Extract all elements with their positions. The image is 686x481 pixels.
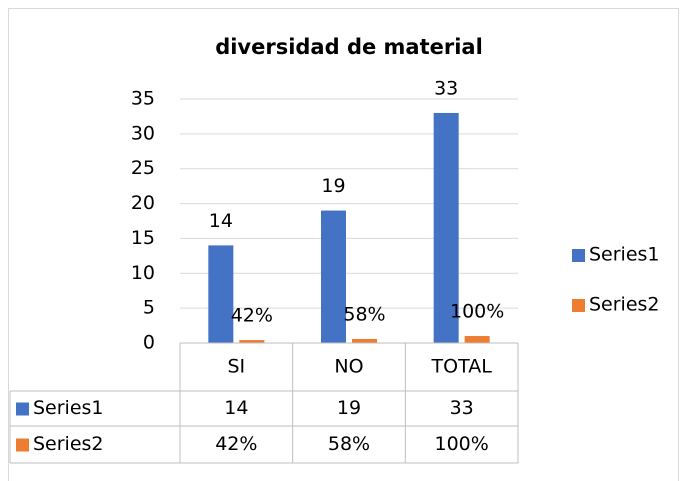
data-label: 100%: [450, 301, 504, 323]
y-tick-label: 15: [131, 227, 155, 249]
table-cell: 33: [450, 397, 474, 419]
bar: [239, 340, 265, 343]
y-tick-label: 35: [131, 88, 155, 110]
legend-key: [572, 299, 585, 312]
table-legend-key: [16, 402, 29, 416]
table-cell: 100%: [435, 433, 489, 455]
bar: [321, 210, 346, 343]
y-tick-label: 0: [143, 332, 155, 354]
legend-label: Series2: [589, 294, 660, 316]
chart-frame: [8, 8, 679, 481]
table-cell: 14: [224, 397, 248, 419]
table-cell: 58%: [328, 433, 370, 455]
data-label: 33: [434, 77, 458, 99]
y-tick-label: 10: [131, 262, 155, 284]
bar: [352, 338, 377, 343]
x-tick-label: NO: [334, 356, 363, 378]
table-cell: 42%: [215, 433, 257, 455]
table-cell: 19: [337, 397, 361, 419]
chart-title: diversidad de material: [215, 35, 483, 59]
table-series-name: Series1: [33, 397, 104, 419]
legend-key: [572, 249, 585, 262]
data-label: 14: [209, 210, 233, 232]
table-series-name: Series2: [33, 433, 104, 455]
y-tick-label: 30: [131, 122, 155, 144]
legend-label: Series1: [589, 244, 660, 266]
y-tick-label: 20: [131, 192, 155, 214]
y-tick-label: 25: [131, 157, 155, 179]
bar: [433, 112, 459, 343]
table-legend-key: [16, 438, 29, 452]
bar: [464, 336, 490, 343]
bar: [208, 245, 234, 343]
x-tick-label: SI: [227, 356, 245, 378]
data-label: 58%: [343, 303, 385, 325]
y-tick-label: 5: [143, 297, 155, 319]
x-tick-label: TOTAL: [431, 356, 493, 378]
data-label: 19: [321, 175, 345, 197]
data-label: 42%: [231, 305, 273, 327]
